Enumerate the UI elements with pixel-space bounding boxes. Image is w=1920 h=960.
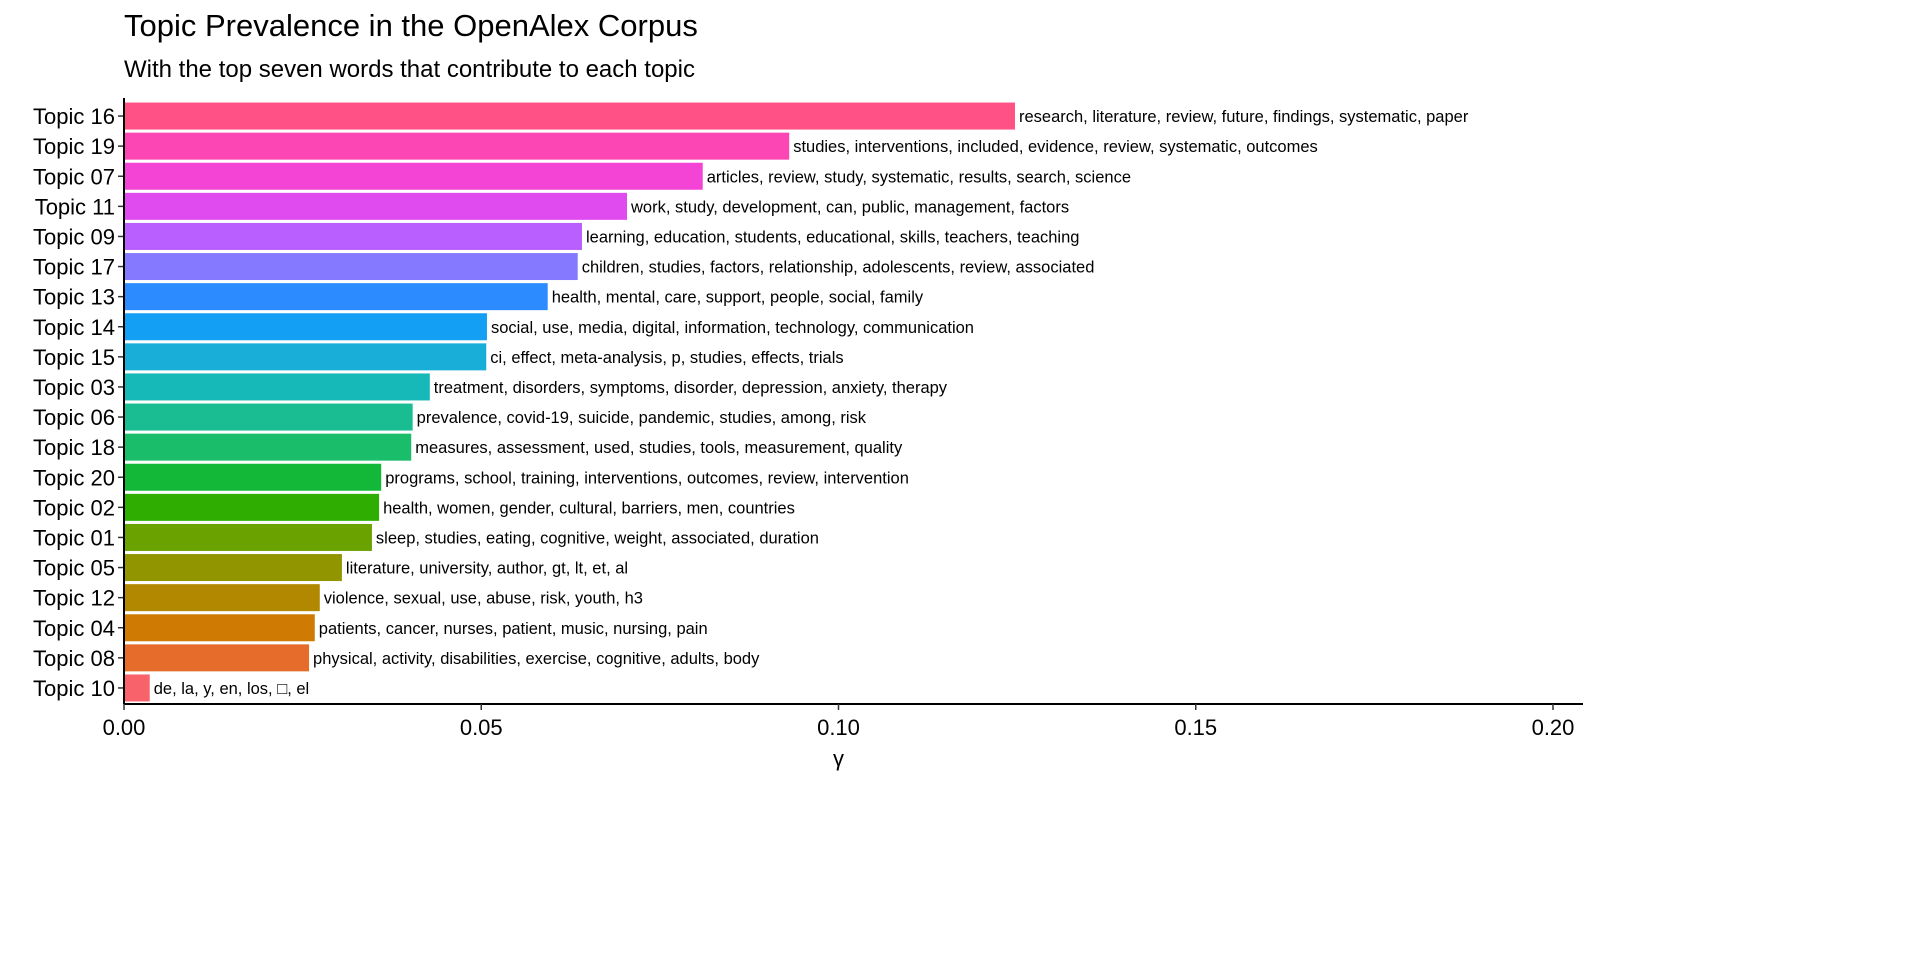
y-tick-label: Topic 02 (33, 495, 115, 520)
y-tick-label: Topic 05 (33, 556, 115, 581)
bar-word-label: measures, assessment, used, studies, too… (415, 439, 903, 457)
bar-word-label: physical, activity, disabilities, exerci… (313, 650, 760, 668)
y-tick-label: Topic 17 (33, 255, 115, 280)
bar (124, 644, 310, 672)
bar-word-label: ci, effect, meta-analysis, p, studies, e… (490, 349, 843, 367)
y-tick-label: Topic 04 (33, 616, 115, 641)
bar (124, 162, 703, 190)
y-tick-label: Topic 09 (33, 224, 115, 249)
x-tick-label: 0.00 (103, 715, 146, 740)
bar (124, 343, 487, 371)
y-tick-label: Topic 20 (33, 465, 115, 490)
y-tick-label: Topic 18 (33, 435, 115, 460)
bar (124, 373, 430, 401)
x-tick-label: 0.15 (1174, 715, 1217, 740)
bar-word-label: social, use, media, digital, information… (491, 319, 974, 337)
bar (124, 102, 1015, 130)
bar-word-label: studies, interventions, included, eviden… (793, 138, 1318, 156)
bar-word-label: de, la, y, en, los, □, el (154, 680, 309, 698)
bar (124, 433, 412, 461)
y-tick-label: Topic 13 (33, 285, 115, 310)
y-tick-label: Topic 08 (33, 646, 115, 671)
y-tick-label: Topic 03 (33, 375, 115, 400)
bar (124, 493, 380, 521)
y-tick-label: Topic 14 (33, 315, 115, 340)
bar-word-label: programs, school, training, intervention… (385, 469, 909, 487)
chart-title: Topic Prevalence in the OpenAlex Corpus (124, 8, 698, 43)
y-tick-label: Topic 19 (33, 134, 115, 159)
bar-word-label: research, literature, review, future, fi… (1019, 108, 1469, 126)
bar (124, 584, 320, 612)
bar (124, 222, 582, 250)
bar (124, 253, 578, 281)
bar-word-label: treatment, disorders, symptoms, disorder… (434, 379, 948, 397)
y-tick-label: Topic 15 (33, 345, 115, 370)
bar (124, 313, 487, 341)
y-tick-label: Topic 12 (33, 586, 115, 611)
bar (124, 132, 790, 160)
x-tick-label: 0.10 (817, 715, 860, 740)
bar-word-label: prevalence, covid-19, suicide, pandemic,… (417, 409, 867, 427)
bar-word-label: learning, education, students, education… (586, 228, 1079, 246)
bar-word-label: sleep, studies, eating, cognitive, weigh… (376, 529, 819, 547)
x-axis-title: γ (833, 746, 844, 771)
y-tick-label: Topic 16 (33, 104, 115, 129)
bar (124, 554, 342, 582)
bar (124, 523, 372, 551)
x-tick-label: 0.20 (1532, 715, 1575, 740)
bar-word-label: health, mental, care, support, people, s… (552, 289, 924, 307)
bar (124, 614, 315, 642)
bar (124, 192, 628, 220)
bar-word-label: violence, sexual, use, abuse, risk, yout… (324, 590, 643, 608)
x-tick-label: 0.05 (460, 715, 503, 740)
bar (124, 463, 382, 491)
chart-subtitle: With the top seven words that contribute… (124, 56, 695, 83)
bar-word-label: work, study, development, can, public, m… (630, 198, 1069, 216)
bar-word-label: patients, cancer, nurses, patient, music… (319, 620, 708, 638)
bar-word-label: children, studies, factors, relationship… (582, 259, 1095, 277)
y-tick-label: Topic 07 (33, 164, 115, 189)
bar (124, 403, 413, 431)
bar-word-label: literature, university, author, gt, lt, … (346, 560, 628, 578)
bar (124, 283, 548, 311)
bar-word-label: health, women, gender, cultural, barrier… (383, 499, 795, 517)
bar-word-label: articles, review, study, systematic, res… (707, 168, 1131, 186)
y-tick-label: Topic 01 (33, 525, 115, 550)
bar (124, 674, 150, 702)
y-tick-label: Topic 11 (35, 194, 115, 219)
y-tick-label: Topic 10 (33, 676, 115, 701)
y-tick-label: Topic 06 (33, 405, 115, 430)
